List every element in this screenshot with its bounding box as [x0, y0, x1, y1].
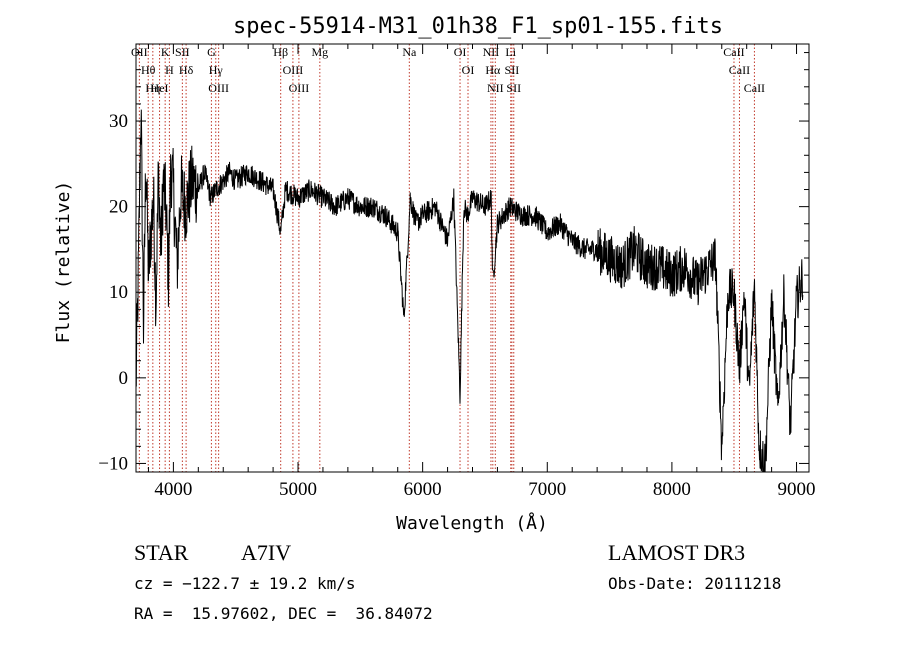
ra-dec-coordinates: RA = 15.97602, DEC = 36.84072 [134, 604, 433, 623]
line-marker-label-24: CaII [723, 45, 744, 59]
x-tick-label: 7000 [528, 479, 566, 500]
line-marker-label-21: Li [505, 45, 516, 59]
line-marker-label-26: CaII [744, 81, 765, 95]
object-class: STAR [134, 540, 189, 565]
line-marker-label-25: CaII [729, 63, 750, 77]
line-marker-label-15: Na [402, 45, 417, 59]
line-marker-label-18: NII [483, 45, 500, 59]
object-subclass: A7IV [241, 540, 292, 565]
y-axis-ticks: −10 0 10 20 30 [98, 52, 809, 474]
plot-frame [135, 43, 810, 473]
line-marker-label-6: SII [175, 45, 190, 59]
redshift-cz: cz = −122.7 ± 19.2 km/s [134, 574, 356, 593]
line-marker-label-16: OI [454, 45, 467, 59]
survey-name: LAMOST DR3 [608, 540, 746, 565]
line-marker-label-1: Hθ [141, 63, 156, 77]
line-marker-label-2: Hη [145, 81, 160, 95]
line-marker-label-0: OII [131, 45, 148, 59]
x-tick-label: 6000 [404, 479, 442, 500]
spectrum-chart: spec-55914-M31_01h38_F1_sp01-155.fits OI… [53, 14, 816, 534]
y-tick-label: 0 [119, 368, 129, 389]
line-marker-label-17: OI [462, 63, 475, 77]
chart-title: spec-55914-M31_01h38_F1_sp01-155.fits [233, 14, 723, 39]
observation-date: Obs-Date: 20111218 [608, 574, 782, 593]
line-marker-label-3: HeI [151, 81, 169, 95]
line-marker-label-10: OIII [208, 81, 229, 95]
y-tick-label: 20 [109, 197, 128, 218]
y-tick-label: 10 [109, 282, 128, 303]
line-marker-label-8: G [207, 45, 216, 59]
line-marker-label-23: SII [506, 81, 521, 95]
x-axis-ticks: 4000 5000 6000 7000 8000 9000 [147, 44, 816, 500]
x-tick-label: 8000 [653, 479, 691, 500]
y-axis-label: Flux (relative) [53, 181, 74, 344]
line-marker-label-12: OIII [283, 63, 304, 77]
line-marker-label-9: Hγ [209, 63, 224, 77]
x-tick-label: 9000 [778, 479, 816, 500]
line-marker-label-11: Hβ [273, 45, 288, 59]
line-marker-label-19: Hα [485, 63, 501, 77]
line-marker-label-20: NII [487, 81, 504, 95]
line-marker-label-14: Mg [311, 45, 328, 59]
line-marker-label-22: SII [505, 63, 520, 77]
x-axis-label: Wavelength (Å) [396, 512, 548, 534]
y-tick-label: −10 [98, 453, 128, 474]
line-marker-label-7: Hδ [179, 63, 194, 77]
line-marker-label-5: H [165, 63, 174, 77]
y-tick-label: 30 [109, 111, 128, 132]
x-tick-label: 4000 [154, 479, 192, 500]
spectrum-line [135, 109, 804, 473]
x-tick-label: 5000 [279, 479, 317, 500]
line-marker-label-13: OIII [289, 81, 310, 95]
line-marker-label-4: K [161, 45, 170, 59]
